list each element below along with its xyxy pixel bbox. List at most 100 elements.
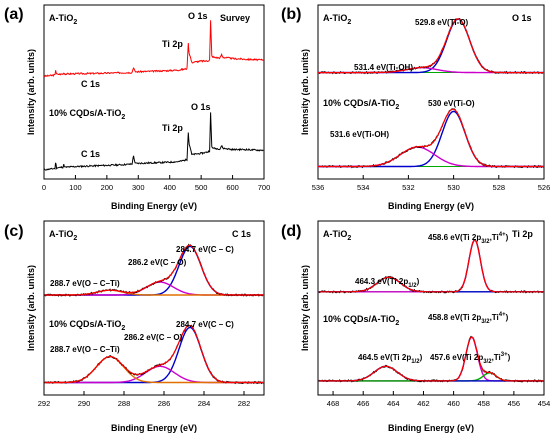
panel-d-frame bbox=[317, 220, 545, 396]
panel-b-letter: (b) bbox=[281, 6, 301, 23]
x-tick-label: 284 bbox=[198, 399, 211, 408]
x-tick-label: 100 bbox=[69, 183, 82, 192]
panel-b-peak-ti-oh-bottom: 531.6 eV(Ti-OH) bbox=[330, 130, 389, 139]
x-tick-label: 282 bbox=[238, 399, 251, 408]
panel-c-ticks: 292 290 288 286 284 282 bbox=[38, 391, 251, 408]
panel-a-o1s-top: O 1s bbox=[188, 11, 208, 21]
panel-d-peak-457-6: 457.6 eV(Ti 2p3/2,Ti3+) bbox=[430, 352, 511, 365]
panel-d-peak-458-6: 458.6 eV(Ti 2p3/2,Ti4+) bbox=[428, 232, 509, 245]
x-tick-label: 500 bbox=[195, 183, 208, 192]
x-tick-label: 460 bbox=[447, 399, 460, 408]
x-tick-label: 290 bbox=[78, 399, 91, 408]
panel-a-ylabel: Intensity (arb. units) bbox=[26, 49, 36, 135]
x-tick-label: 530 bbox=[447, 183, 460, 192]
panel-a-survey-label: Survey bbox=[220, 13, 250, 23]
panel-b-frame bbox=[317, 4, 545, 180]
fit-envelope bbox=[318, 108, 544, 168]
panel-c-region: C 1s bbox=[232, 229, 251, 239]
x-tick-label: 700 bbox=[258, 183, 271, 192]
panel-b-peak-ti-oh-top: 531.4 eV(Ti-OH) bbox=[354, 63, 413, 72]
x-tick-label: 286 bbox=[158, 399, 171, 408]
panel-c-letter: (c) bbox=[4, 223, 24, 240]
fit-component bbox=[318, 365, 544, 382]
panel-a-c1s-top: C 1s bbox=[81, 79, 100, 89]
x-tick-label: 532 bbox=[402, 183, 415, 192]
panel-c-peak-octi-top: 288.7 eV(O – C–Ti) bbox=[50, 279, 120, 288]
fit-envelope bbox=[318, 18, 544, 74]
panel-c-peak-octi-bottom: 288.7 eV(O – C–Ti) bbox=[50, 345, 120, 354]
panel-d-region: Ti 2p bbox=[512, 229, 533, 239]
x-tick-label: 292 bbox=[38, 399, 51, 408]
panel-b-region: O 1s bbox=[512, 13, 532, 23]
panel-a-sample-top: A-TiO2 bbox=[49, 13, 77, 26]
panel-b: (b) 536 534 532 530 528 526 A-TiO2 O 1s 529.8… bbox=[281, 4, 550, 211]
panel-a: (a) 0 100 200 300 400 500 600 700 A-TiO2 Survey… bbox=[4, 4, 270, 211]
fit-component bbox=[318, 239, 544, 293]
panel-a-curves bbox=[43, 20, 264, 171]
x-tick-label: 600 bbox=[226, 183, 239, 192]
x-tick-label: 526 bbox=[538, 183, 550, 192]
fit-component bbox=[318, 276, 544, 293]
panel-b-sample-top: A-TiO2 bbox=[323, 13, 351, 26]
panel-d-xlabel: Binding Energy (eV) bbox=[388, 423, 474, 433]
x-tick-label: 300 bbox=[132, 183, 145, 192]
fit-component bbox=[318, 146, 544, 168]
x-tick-label: 454 bbox=[538, 399, 550, 408]
panel-b-curves bbox=[318, 18, 545, 169]
x-tick-label: 468 bbox=[327, 399, 340, 408]
panel-c-peak-cc-top: 284.7 eV(C – C) bbox=[176, 245, 234, 254]
panel-d: (d) 468 466 464 462 460 458 456 454 A-TiO2 Ti 2… bbox=[281, 220, 550, 433]
x-tick-label: 456 bbox=[508, 399, 521, 408]
panel-a-ti2p-bottom: Ti 2p bbox=[162, 123, 183, 133]
panel-d-letter: (d) bbox=[281, 223, 301, 240]
survey-spectrum bbox=[43, 112, 264, 171]
fit-component bbox=[44, 355, 264, 384]
x-tick-label: 458 bbox=[477, 399, 490, 408]
panel-d-peak-464-3: 464.3 eV(Ti 2p1/2) bbox=[355, 277, 420, 289]
x-tick-label: 528 bbox=[493, 183, 506, 192]
x-tick-label: 534 bbox=[357, 183, 370, 192]
panel-c-peak-cc-bottom: 284.7 eV(C – C) bbox=[176, 320, 234, 329]
x-tick-label: 400 bbox=[163, 183, 176, 192]
panel-c-peak-co-top: 286.2 eV(C – O) bbox=[128, 258, 187, 267]
panel-c-ylabel: Intensity (arb. units) bbox=[26, 265, 36, 351]
panel-c-sample-top: A-TiO2 bbox=[49, 229, 77, 242]
panel-a-o1s-bottom: O 1s bbox=[191, 102, 211, 112]
panel-b-xlabel: Binding Energy (eV) bbox=[388, 201, 474, 211]
panel-a-ti2p-top: Ti 2p bbox=[162, 39, 183, 49]
panel-d-peak-464-5: 464.5 eV(Ti 2p1/2) bbox=[358, 353, 423, 365]
survey-spectrum bbox=[43, 20, 264, 78]
panel-d-ylabel: Intensity (arb. units) bbox=[300, 265, 310, 351]
panel-d-sample-bottom: 10% CQDs/A-TiO2 bbox=[323, 314, 399, 327]
x-tick-label: 466 bbox=[357, 399, 370, 408]
x-tick-label: 536 bbox=[312, 183, 325, 192]
panel-c-frame bbox=[43, 220, 265, 396]
panel-d-ticks: 468 466 464 462 460 458 456 454 bbox=[327, 391, 550, 408]
fit-component bbox=[44, 365, 264, 384]
fit-envelope bbox=[44, 244, 264, 296]
panel-a-letter: (a) bbox=[4, 6, 24, 23]
x-tick-label: 464 bbox=[387, 399, 400, 408]
panel-d-sample-top: A-TiO2 bbox=[323, 229, 351, 242]
panel-a-xlabel: Binding Energy (eV) bbox=[111, 201, 197, 211]
fit-envelope bbox=[44, 324, 264, 384]
panel-b-ylabel: Intensity (arb. units) bbox=[300, 49, 310, 135]
panel-c-curves bbox=[44, 243, 265, 385]
panel-a-ticks: 0 100 200 300 400 500 600 700 bbox=[42, 175, 270, 192]
x-tick-label: 200 bbox=[101, 183, 114, 192]
fit-component bbox=[318, 372, 544, 382]
fit-envelope bbox=[318, 239, 544, 293]
panel-d-peak-458-8: 458.8 eV(Ti 2p3/2,Ti4+) bbox=[428, 312, 509, 325]
panel-a-frame bbox=[43, 4, 265, 180]
fit-envelope bbox=[318, 336, 544, 382]
panel-d-curves bbox=[318, 239, 545, 383]
panel-c-xlabel: Binding Energy (eV) bbox=[111, 423, 197, 433]
x-tick-label: 288 bbox=[118, 399, 131, 408]
panel-c-sample-bottom: 10% CQDs/A-TiO2 bbox=[49, 319, 125, 332]
raw-spectrum bbox=[318, 239, 545, 294]
panel-c-peak-co-bottom: 286.2 eV(C – O) bbox=[124, 333, 183, 342]
panel-c: (c) 292 290 288 286 284 282 A-TiO2 C 1s 284.7… bbox=[4, 220, 265, 433]
panel-b-peak-ti-o-top: 529.8 eV(Ti-O) bbox=[415, 18, 469, 27]
x-tick-label: 462 bbox=[417, 399, 430, 408]
